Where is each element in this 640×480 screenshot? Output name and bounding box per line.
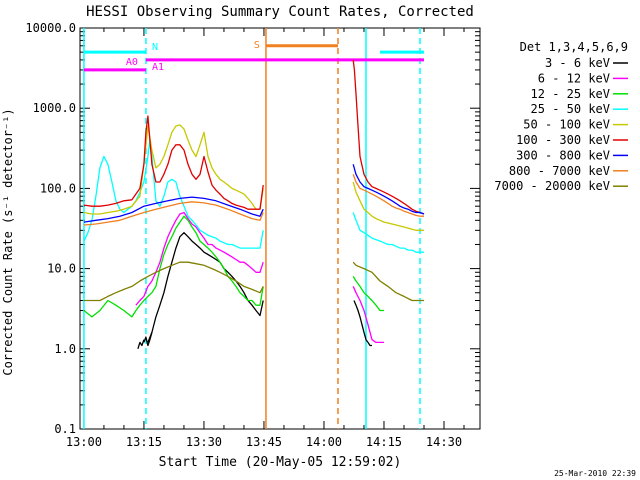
- series-line: [352, 59, 425, 215]
- series-group: [83, 59, 425, 349]
- y-tick-label: 0.1: [54, 422, 76, 436]
- y-axis-label: Corrected Count Rate (s⁻¹ detector⁻¹): [1, 108, 15, 375]
- flag-label: A0: [126, 57, 138, 68]
- x-tick-label: 14:00: [306, 435, 342, 449]
- legend-title: Det 1,3,4,5,6,9: [520, 40, 628, 54]
- series-line: [83, 196, 264, 223]
- series-line: [83, 115, 264, 210]
- legend-label: 7000 - 20000 keV: [494, 179, 610, 193]
- series-line: [147, 232, 264, 343]
- plot-frame: [79, 27, 481, 430]
- series-line: [83, 139, 264, 249]
- y-tick-label: 10000.0: [25, 21, 76, 35]
- axis-ticks: 13:00 13:15 13:30 13:45 14:00 14:15 14:30 0.1 1.…: [25, 21, 480, 449]
- flag-label: S: [254, 40, 260, 51]
- legend-label: 100 - 300 keV: [516, 133, 610, 147]
- series-line: [83, 261, 264, 302]
- legend-label: 12 - 25 keV: [531, 87, 610, 101]
- legend-label: 800 - 7000 keV: [509, 164, 610, 178]
- series-line: [352, 261, 424, 302]
- legend-label: 6 - 12 keV: [538, 71, 610, 85]
- series-line: [352, 174, 424, 217]
- series-line: [83, 124, 264, 215]
- flag-label: N: [152, 42, 158, 53]
- series-line: [83, 215, 264, 318]
- x-tick-label: 13:45: [246, 435, 282, 449]
- annotation-vlines: [83, 28, 421, 429]
- series-line: [352, 164, 425, 215]
- series-line: [137, 339, 145, 349]
- series-line: [352, 212, 424, 253]
- series-line: [353, 300, 369, 343]
- legend-label: 50 - 100 keV: [523, 118, 610, 132]
- series-line: [143, 332, 153, 347]
- series-line: [352, 286, 384, 344]
- footer-timestamp: 25-Mar-2010 22:39: [554, 469, 636, 478]
- x-tick-label: 13:30: [186, 435, 222, 449]
- flag-label: A1: [152, 62, 164, 73]
- legend-label: 25 - 50 keV: [531, 102, 610, 116]
- y-tick-label: 1000.0: [33, 101, 76, 115]
- x-tick-label: 13:00: [66, 435, 102, 449]
- y-tick-label: 100.0: [40, 181, 76, 195]
- series-line: [352, 276, 384, 312]
- y-tick-label: 1.0: [54, 342, 76, 356]
- x-axis-label: Start Time (20-May-05 12:59:02): [159, 455, 402, 470]
- series-line: [83, 201, 264, 226]
- x-tick-label: 14:30: [426, 435, 462, 449]
- annotation-flags: N A0 A1 S: [83, 40, 424, 73]
- y-tick-label: 10.0: [47, 262, 76, 276]
- series-line: [367, 342, 372, 347]
- x-tick-label: 13:15: [126, 435, 162, 449]
- series-line: [352, 181, 424, 231]
- legend-label: 3 - 6 keV: [545, 56, 610, 70]
- legend-label: 300 - 800 keV: [516, 148, 610, 162]
- series-line: [135, 211, 264, 306]
- x-tick-label: 14:15: [366, 435, 402, 449]
- chart-title: HESSI Observing Summary Count Rates, Cor…: [86, 4, 474, 20]
